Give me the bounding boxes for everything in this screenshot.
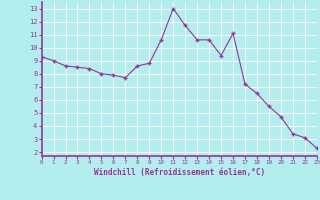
X-axis label: Windchill (Refroidissement éolien,°C): Windchill (Refroidissement éolien,°C) xyxy=(94,168,265,177)
